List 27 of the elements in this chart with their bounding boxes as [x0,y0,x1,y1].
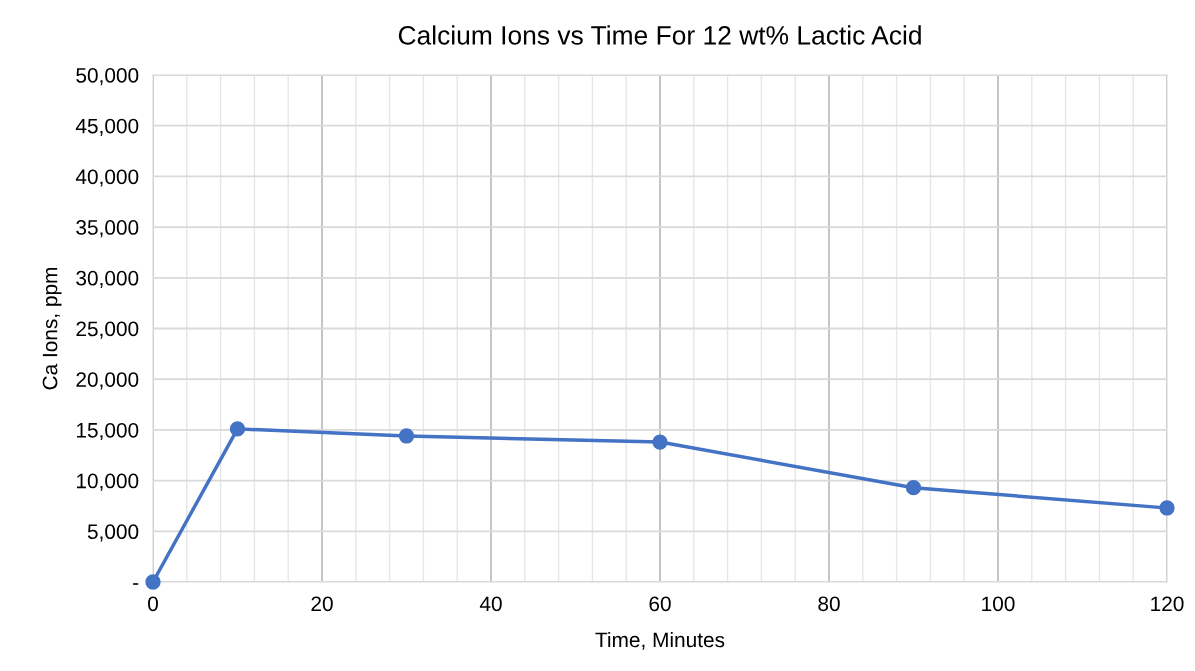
x-tick-label: 120 [1151,596,1184,612]
y-axis-title: Ca Ions, ppm [42,267,62,390]
x-axis-title: Time, Minutes [595,631,725,650]
x-tick-label: 60 [649,596,671,612]
y-tick-label: 45,000 [75,118,139,136]
y-tick-label: 35,000 [76,220,139,238]
point [398,428,415,444]
y-tick-label: 40,000 [75,169,139,187]
y-tick-label: 25,000 [76,321,139,339]
y-tick-label: 20,000 [76,372,139,390]
y-tick-label: 50,000 [76,68,139,86]
x-tick-label: 40 [479,596,502,612]
y-tick-label: 15,000 [76,422,139,441]
point [229,421,246,437]
y-tick-label: - [133,583,139,585]
y-tick-label: 30,000 [76,270,139,289]
x-tick-label: 100 [982,596,1015,612]
x-tick-label: 0 [148,596,158,612]
chart-title: Calcium Ions vs Time For 12 wt% Lactic Acid [398,25,921,45]
point [652,434,668,450]
point [1159,500,1175,516]
x-tick-label: 20 [311,596,333,612]
point [145,574,161,590]
y-tick-label: 5,000 [87,524,139,542]
x-tick-label: 80 [818,596,840,612]
y-tick-label: 10,000 [76,473,139,491]
point [905,480,922,496]
